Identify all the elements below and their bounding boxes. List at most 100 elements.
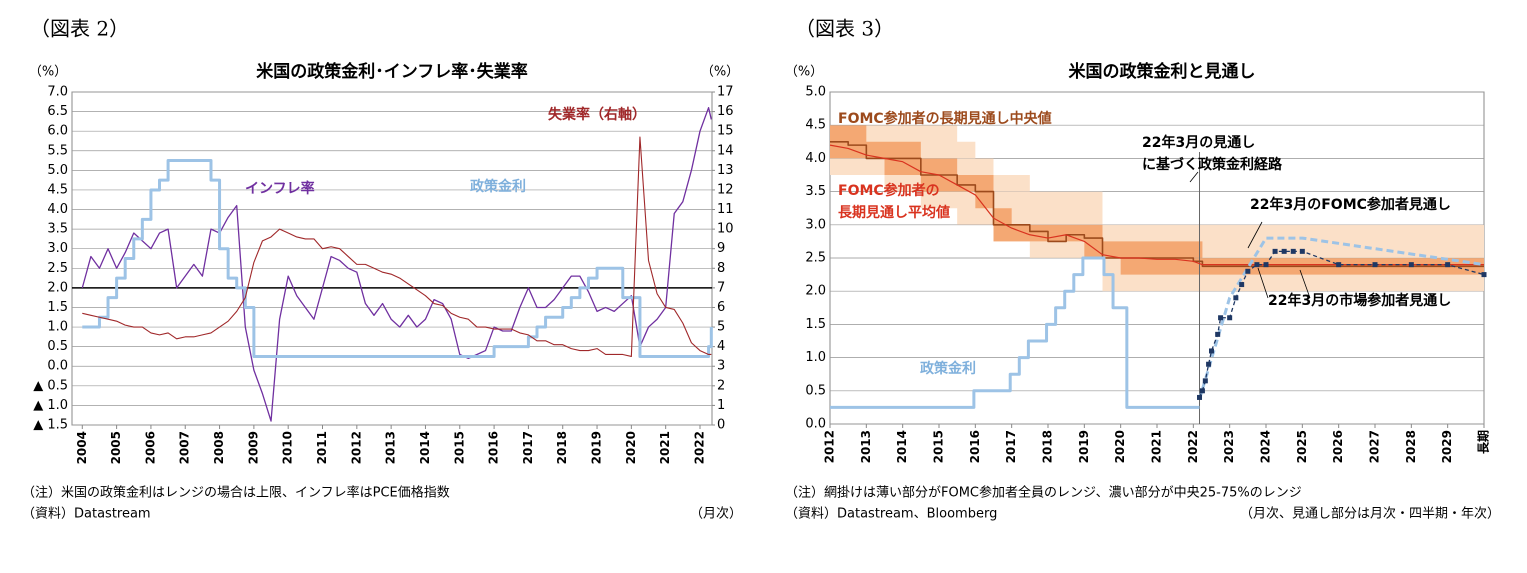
x-tick-label: 2021 — [1150, 430, 1164, 463]
frequency: （月次、見通し部分は月次・四半期・年次） — [1240, 506, 1500, 522]
marker — [1218, 315, 1224, 321]
x-tick-label: 2006 — [143, 431, 157, 464]
x-tick-label: 2027 — [1368, 430, 1382, 463]
x-tick-label: 2020 — [1113, 430, 1127, 463]
series-label: 政策金利 — [470, 179, 526, 195]
y-tick-label: 4.0 — [805, 151, 826, 166]
x-tick-label: 2009 — [246, 431, 260, 464]
note: （注）網掛けは薄い部分がFOMC参加者全員のレンジ、濃い部分が中央25-75%の… — [785, 485, 1302, 501]
chart-title: 米国の政策金利と見通し — [1069, 61, 1256, 82]
x-tick-label: 2015 — [932, 430, 946, 463]
y-tick-label: 1.0 — [47, 320, 68, 335]
y-tick-label: 0.5 — [805, 383, 826, 398]
x-tick-label: 2028 — [1404, 430, 1418, 463]
series-label: 政策金利 — [920, 361, 976, 377]
series-line — [830, 256, 1200, 409]
y-tick-label: 3.0 — [47, 241, 68, 256]
y2-tick-label: 12 — [717, 182, 734, 197]
x-tick-label: 2005 — [109, 431, 123, 464]
x-tick-label: 2010 — [281, 431, 295, 464]
series-line — [81, 107, 712, 422]
x-tick-label: 2013 — [384, 431, 398, 464]
leader-line — [1189, 171, 1199, 183]
y2-tick-label: 1 — [717, 398, 725, 413]
x-tick-label: 2018 — [555, 431, 569, 464]
marker — [1290, 248, 1296, 254]
y2-tick-label: 13 — [717, 163, 734, 178]
x-tick-label: 2019 — [590, 431, 604, 464]
x-tick-label: 2022 — [1186, 430, 1200, 463]
y2-tick-label: 7 — [717, 280, 725, 295]
marker — [1272, 248, 1278, 254]
y-tick-label: 3.5 — [47, 222, 68, 237]
x-tick-label: 2017 — [1004, 430, 1018, 463]
x-tick-label: 2012 — [349, 431, 363, 464]
x-tick-label: 2016 — [487, 431, 501, 464]
x-tick-label: 2019 — [1077, 430, 1091, 463]
series-label: インフレ率 — [245, 181, 315, 197]
y-tick-label: 2.5 — [47, 261, 68, 276]
y-tick-label: 7.0 — [47, 85, 68, 100]
x-tick-label: 2004 — [75, 431, 89, 464]
marker — [1254, 262, 1260, 268]
marker — [1215, 331, 1221, 337]
y-tick-label: 4.0 — [47, 202, 68, 217]
x-tick-label: 2012 — [823, 430, 837, 463]
y2-tick-label: 2 — [717, 378, 725, 393]
y-tick-label: 3.0 — [805, 217, 826, 232]
marker — [1481, 272, 1487, 278]
y-tick-label: 4.5 — [805, 118, 826, 133]
series-line — [1198, 236, 1485, 400]
range-band — [830, 125, 1484, 275]
x-tick-label: 2026 — [1331, 430, 1345, 463]
frequency: （月次） — [690, 506, 742, 522]
series-label: 失業率（右軸） — [548, 107, 646, 123]
chart-label: （図表 3） — [795, 17, 894, 41]
marker — [1233, 295, 1239, 301]
x-tick-label: 2014 — [895, 430, 909, 463]
y2-tick-label: 4 — [717, 339, 725, 354]
y-tick-label: 2.5 — [805, 251, 826, 266]
note: （資料）Datastream、Bloomberg — [785, 507, 997, 522]
x-tick-label: 2024 — [1259, 430, 1273, 463]
annotation: 22年3月の見通し に基づく政策金利経路 — [1142, 135, 1282, 173]
marker — [1281, 248, 1287, 254]
note: （注）米国の政策金利はレンジの場合は上限、インフレ率はPCE価格指数 — [22, 485, 450, 501]
x-tick-label: 2022 — [692, 431, 706, 464]
y-tick-label: 1.5 — [47, 300, 68, 315]
series-line — [82, 136, 712, 357]
x-tick-label: 2007 — [178, 431, 192, 464]
series-line — [82, 159, 713, 358]
x-tick-label: 2029 — [1440, 430, 1454, 463]
x-tick-label: 2020 — [624, 431, 638, 464]
x-tick-label: 2016 — [968, 430, 982, 463]
marker — [1202, 378, 1208, 384]
marker — [1263, 262, 1269, 268]
y2-tick-label: 5 — [717, 320, 725, 335]
y2-tick-label: 10 — [717, 222, 734, 237]
series-line — [1198, 250, 1485, 398]
y2-tick-label: 0 — [717, 418, 725, 433]
marker — [1239, 282, 1245, 288]
y2-tick-label: 11 — [717, 202, 734, 217]
y2-tick-label: 14 — [717, 143, 734, 158]
chart-title: 米国の政策金利･インフレ率･失業率 — [256, 61, 528, 82]
y-tick-label: 1.5 — [805, 317, 826, 332]
y2-tick-label: 9 — [717, 241, 725, 256]
x-tick-label: 長期 — [1476, 430, 1491, 454]
marker — [1245, 268, 1251, 274]
y2-tick-label: 17 — [717, 85, 734, 100]
marker — [1372, 262, 1378, 268]
x-tick-label: 2025 — [1295, 430, 1309, 463]
y-tick-label: 6.0 — [47, 124, 68, 139]
y-tick-label: 1.0 — [805, 350, 826, 365]
series-label: FOMC参加者の 長期見通し平均値 — [838, 183, 950, 221]
marker — [1206, 361, 1212, 367]
x-tick-label: 2008 — [212, 431, 226, 464]
y-tick-label: 0.5 — [47, 339, 68, 354]
y-tick-label: 4.5 — [47, 182, 68, 197]
y-unit: （%） — [785, 65, 823, 80]
x-tick-label: 2021 — [658, 431, 672, 464]
series-line — [829, 144, 1484, 266]
x-tick-label: 2017 — [521, 431, 535, 464]
